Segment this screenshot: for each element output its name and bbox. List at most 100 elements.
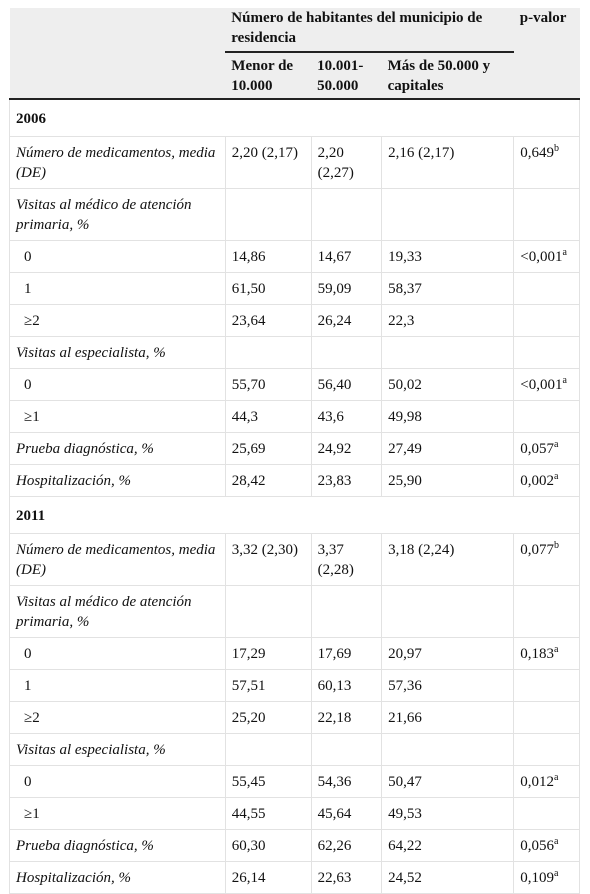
value-medium: 14,67 <box>310 240 383 273</box>
pvalue-test-marker: a <box>554 471 559 482</box>
value-large: 2,16 (2,17) <box>381 136 515 189</box>
header-group-label: Número de habitantes del municipio de re… <box>225 8 514 53</box>
pvalue-cell: <0,001a <box>513 368 580 401</box>
pvalue: 0,012 <box>520 774 555 790</box>
year-label: 2006 <box>9 98 580 137</box>
value-medium <box>310 733 383 766</box>
row-label: ≥1 <box>9 400 226 433</box>
pvalue: 0,649 <box>520 145 555 161</box>
value-medium: 23,83 <box>310 464 383 497</box>
pvalue-test-marker: a <box>562 247 567 258</box>
value-large: 49,98 <box>381 400 515 433</box>
value-large <box>381 733 515 766</box>
pvalue-cell <box>513 400 580 433</box>
header-col-medium: 10.001-50.000 <box>311 52 382 99</box>
value-medium: 56,40 <box>310 368 383 401</box>
table-row: 1 57,51 60,13 57,36 <box>9 669 580 702</box>
row-label: 0 <box>9 765 226 798</box>
value-large: 50,47 <box>381 765 515 798</box>
value-medium <box>310 336 383 369</box>
value-small <box>224 336 312 369</box>
table-row: Número de medicamentos, media (DE) 3,32 (… <box>9 533 580 586</box>
pvalue: <0,001 <box>520 249 563 265</box>
year-row: 2006 <box>9 98 580 137</box>
value-small: 61,50 <box>224 272 312 305</box>
row-label: 1 <box>9 272 226 305</box>
row-label: Prueba diagnóstica, % <box>9 829 226 862</box>
pvalue-cell <box>513 701 580 734</box>
pvalue-cell <box>513 272 580 305</box>
row-label: Visitas al especialista, % <box>9 336 226 369</box>
pvalue-test-marker: a <box>554 439 559 450</box>
pvalue-cell: 0,012a <box>513 765 580 798</box>
value-small <box>224 733 312 766</box>
table-row: Prueba diagnóstica, % 25,69 24,92 27,49 0,05… <box>9 432 580 465</box>
value-medium: 59,09 <box>310 272 383 305</box>
value-small <box>224 188 312 241</box>
value-large: 20,97 <box>381 637 515 670</box>
value-medium: 17,69 <box>310 637 383 670</box>
value-large: 25,90 <box>381 464 515 497</box>
table-row: Visitas al especialista, % <box>9 336 580 369</box>
row-label: 1 <box>9 669 226 702</box>
pvalue-cell: 0,649b <box>513 136 580 189</box>
value-small: 44,55 <box>224 797 312 830</box>
value-large: 22,3 <box>381 304 515 337</box>
value-large: 64,22 <box>381 829 515 862</box>
pvalue-cell <box>513 336 580 369</box>
value-small: 28,42 <box>224 464 312 497</box>
pvalue: 0,057 <box>520 441 555 457</box>
row-label: ≥2 <box>9 701 226 734</box>
value-small: 3,32 (2,30) <box>224 533 312 586</box>
pvalue-test-marker: b <box>554 143 560 154</box>
table-row: Prueba diagnóstica, % 60,30 62,26 64,22 0,05… <box>9 829 580 862</box>
value-large: 49,53 <box>381 797 515 830</box>
row-label: Hospitalización, % <box>9 464 226 497</box>
pvalue-cell: 0,183a <box>513 637 580 670</box>
value-medium <box>310 585 383 638</box>
value-medium <box>310 188 383 241</box>
results-table: Número de habitantes del municipio de re… <box>9 8 580 894</box>
value-small: 60,30 <box>224 829 312 862</box>
pvalue: 0,183 <box>520 646 555 662</box>
table-row: 0 14,86 14,67 19,33 <0,001a <box>9 240 580 273</box>
table-row: Número de medicamentos, media (DE) 2,20 (… <box>9 136 580 189</box>
value-medium: 2,20 (2,27) <box>310 136 383 189</box>
year-label: 2011 <box>9 496 580 534</box>
pvalue-cell: <0,001a <box>513 240 580 273</box>
pvalue-cell: 0,057a <box>513 432 580 465</box>
value-small <box>224 585 312 638</box>
value-large: 50,02 <box>381 368 515 401</box>
pvalue-test-marker: b <box>554 540 560 551</box>
value-medium: 3,37 (2,28) <box>310 533 383 586</box>
table-row: Visitas al médico de atención primaria, … <box>9 585 580 638</box>
value-small: 23,64 <box>224 304 312 337</box>
row-label: Visitas al médico de atención primaria, … <box>9 188 226 241</box>
row-label: Prueba diagnóstica, % <box>9 432 226 465</box>
table-row: Hospitalización, % 28,42 23,83 25,90 0,002a <box>9 464 580 497</box>
pvalue-cell: 0,109a <box>513 861 580 894</box>
pvalue: 0,002 <box>520 473 555 489</box>
row-label: Número de medicamentos, media (DE) <box>9 136 226 189</box>
value-medium: 60,13 <box>310 669 383 702</box>
header-empty-cell <box>9 8 226 99</box>
pvalue-cell: 0,077b <box>513 533 580 586</box>
pvalue-cell <box>513 669 580 702</box>
pvalue-cell <box>513 797 580 830</box>
value-large: 58,37 <box>381 272 515 305</box>
row-label: 0 <box>9 637 226 670</box>
table-row: ≥2 25,20 22,18 21,66 <box>9 701 580 734</box>
table-row: 1 61,50 59,09 58,37 <box>9 272 580 305</box>
value-large: 21,66 <box>381 701 515 734</box>
row-label: 0 <box>9 368 226 401</box>
table-row: 0 55,70 56,40 50,02 <0,001a <box>9 368 580 401</box>
value-large <box>381 188 515 241</box>
pvalue: 0,077 <box>520 542 555 558</box>
header-col-large: Más de 50.000 y capitales <box>381 52 514 99</box>
pvalue-cell: 0,002a <box>513 464 580 497</box>
table-row: Visitas al especialista, % <box>9 733 580 766</box>
value-medium: 26,24 <box>310 304 383 337</box>
pvalue: 0,109 <box>520 870 555 886</box>
pvalue-cell <box>513 733 580 766</box>
